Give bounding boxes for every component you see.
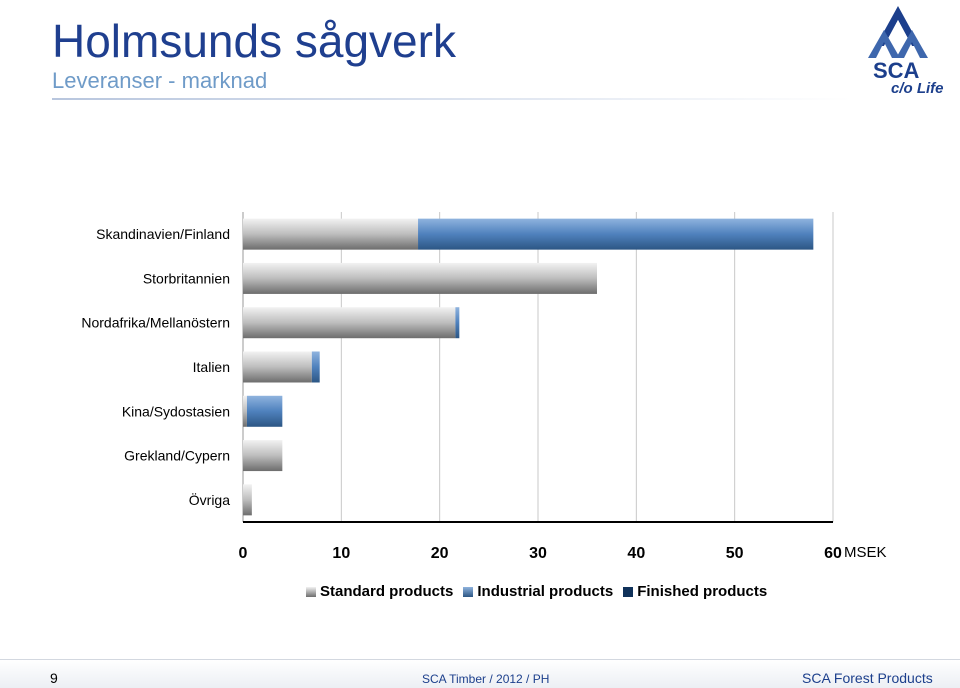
- category-label-0: Skandinavien/Finland: [96, 226, 230, 242]
- logo-tagline: c/o Life: [891, 80, 944, 97]
- legend-swatch-industrial: [463, 586, 474, 597]
- page-title: Holmsunds sågverk: [52, 15, 456, 67]
- x-tick-label-40: 40: [627, 545, 645, 562]
- category-label-5: Grekland/Cypern: [124, 448, 230, 464]
- category-label-2: Nordafrika/Mellanöstern: [81, 315, 230, 331]
- bar-standard-2: [243, 307, 456, 339]
- bar-industrial-3: [311, 351, 320, 383]
- bar-standard-3: [243, 351, 312, 383]
- logo-name: SCA: [873, 58, 920, 83]
- category-label-6: Övriga: [189, 491, 230, 508]
- chart-legend: Standard products Industrial products Fi…: [306, 583, 767, 600]
- x-tick-label-30: 30: [529, 545, 547, 562]
- bar-standard-5: [243, 440, 283, 472]
- footer-company: SCA Forest Products: [802, 670, 933, 686]
- bar-industrial-2: [455, 307, 460, 339]
- bar-industrial-0: [418, 218, 814, 250]
- x-tick-label-50: 50: [726, 545, 744, 562]
- bar-standard-1: [243, 262, 597, 294]
- delivery-chart: Skandinavien/Finland Storbritannien Nordaf…: [81, 212, 887, 562]
- legend-item-standard: Standard products: [306, 583, 453, 600]
- bar-standard-4: [243, 395, 247, 427]
- page-subtitle: Leveranser - marknad: [52, 68, 268, 93]
- x-tick-label-0: 0: [239, 545, 248, 562]
- sca-logo-icon: [868, 6, 928, 58]
- x-tick-label-20: 20: [431, 545, 449, 562]
- bar-industrial-4: [246, 395, 283, 427]
- legend-item-finished: Finished products: [623, 583, 767, 600]
- legend-swatch-standard: [306, 586, 316, 597]
- legend-label-finished: Finished products: [637, 583, 768, 600]
- x-tick-label-10: 10: [332, 545, 350, 562]
- footer-center-text: SCA Timber / 2012 / PH: [422, 672, 550, 686]
- legend-item-industrial: Industrial products: [463, 583, 613, 600]
- footer-bar: [0, 659, 960, 688]
- category-label-4: Kina/Sydostasien: [122, 403, 230, 419]
- bar-standard-0: [243, 218, 419, 250]
- page-number: 9: [50, 670, 58, 686]
- x-axis-unit: MSEK: [844, 544, 887, 561]
- title-divider: [52, 98, 852, 100]
- legend-swatch-finished: [623, 586, 634, 597]
- legend-label-standard: Standard products: [320, 583, 454, 600]
- bar-standard-6: [243, 484, 252, 516]
- legend-label-industrial: Industrial products: [477, 583, 614, 600]
- x-tick-label-60: 60: [824, 545, 842, 562]
- category-label-3: Italien: [193, 359, 230, 375]
- category-label-1: Storbritannien: [143, 270, 230, 286]
